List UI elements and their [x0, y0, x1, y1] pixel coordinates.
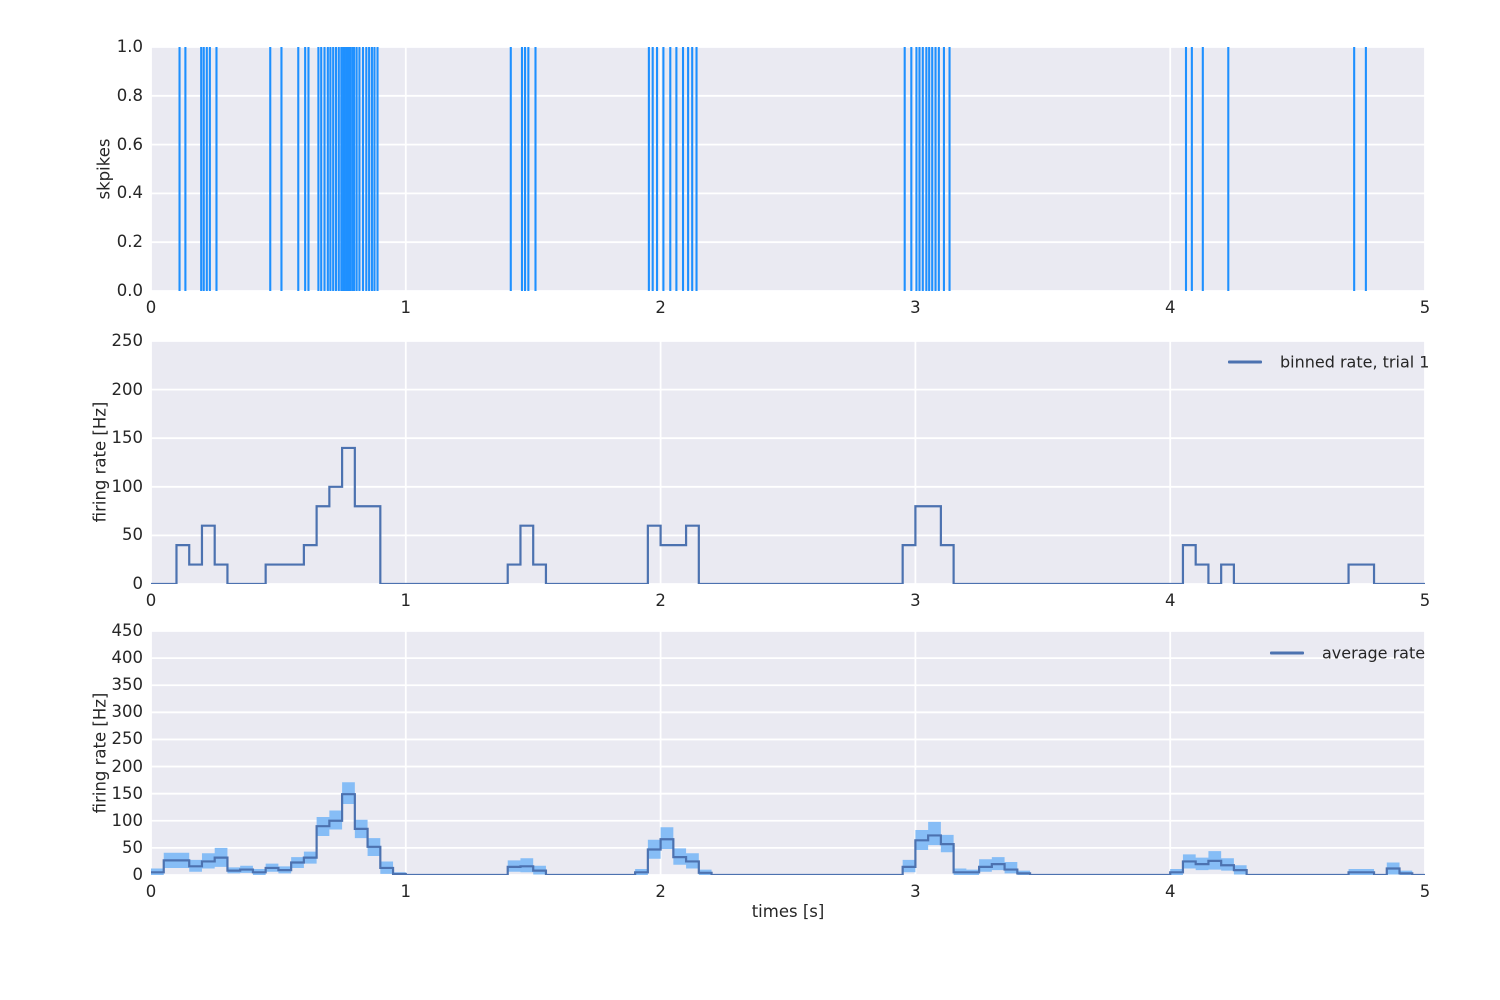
x-tick-label: 2	[655, 882, 666, 901]
average-rate-canvas	[151, 631, 1425, 875]
middle-ylabel: firing rate [Hz]	[90, 401, 110, 523]
axes-background	[151, 631, 1425, 875]
x-axis-label: times [s]	[751, 902, 825, 921]
y-tick-label: 0.8	[116, 85, 143, 105]
x-tick-label: 5	[1419, 882, 1431, 901]
average-rate-std-band	[151, 782, 1425, 875]
y-tick-label: 450	[111, 621, 144, 641]
binned-rate-step-line	[151, 446, 1425, 584]
x-tick-label: 5	[1419, 591, 1431, 610]
y-tick-label: 350	[111, 675, 144, 695]
x-tick-label: 5	[1419, 298, 1431, 317]
y-tick-label: 0.6	[116, 134, 143, 154]
x-tick-label: 4	[1164, 882, 1176, 901]
x-tick-label: 0	[145, 298, 157, 317]
y-tick-label: 200	[111, 379, 144, 399]
axes-background	[151, 341, 1425, 584]
x-tick-label: 1	[400, 298, 412, 317]
y-tick-label: 150	[111, 428, 144, 448]
y-tick-label: 100	[111, 810, 144, 830]
spike-raster-canvas	[151, 47, 1425, 291]
y-tick-label: 200	[111, 756, 144, 776]
y-tick-label: 0	[132, 865, 144, 885]
y-tick-label: 400	[111, 648, 144, 668]
x-tick-label: 3	[910, 298, 921, 317]
legend-label: average rate	[1322, 643, 1426, 663]
legend-label: binned rate, trial 1	[1280, 352, 1430, 372]
y-tick-label: 250	[111, 331, 144, 351]
y-tick-label: 100	[111, 476, 144, 496]
y-tick-label: 0	[132, 574, 144, 594]
y-tick-label: 250	[111, 729, 144, 749]
x-tick-label: 1	[400, 882, 412, 901]
legend-line-sample	[1228, 360, 1262, 364]
binned-rate-canvas	[151, 341, 1425, 584]
x-tick-label: 4	[1164, 591, 1176, 610]
y-tick-label: 0.2	[116, 232, 143, 252]
y-tick-label: 0.0	[116, 281, 143, 301]
x-tick-label: 1	[400, 591, 412, 610]
x-tick-label: 2	[655, 591, 666, 610]
middle-legend: binned rate, trial 1	[1228, 353, 1429, 372]
x-tick-label: 3	[910, 882, 921, 901]
average-rate-mean-line	[151, 793, 1425, 875]
x-tick-label: 0	[145, 591, 157, 610]
y-tick-label: 1.0	[116, 37, 143, 57]
legend-line-sample	[1270, 651, 1304, 655]
bottom-legend: average rate	[1270, 644, 1425, 663]
y-tick-label: 50	[122, 837, 143, 857]
x-tick-label: 0	[145, 882, 157, 901]
x-tick-label: 2	[655, 298, 666, 317]
y-tick-label: 50	[122, 525, 143, 545]
y-tick-label: 150	[111, 783, 144, 803]
x-tick-label: 3	[910, 591, 921, 610]
x-tick-label: 4	[1164, 298, 1176, 317]
y-tick-label: 0.4	[116, 183, 143, 203]
y-tick-label: 300	[111, 702, 144, 722]
